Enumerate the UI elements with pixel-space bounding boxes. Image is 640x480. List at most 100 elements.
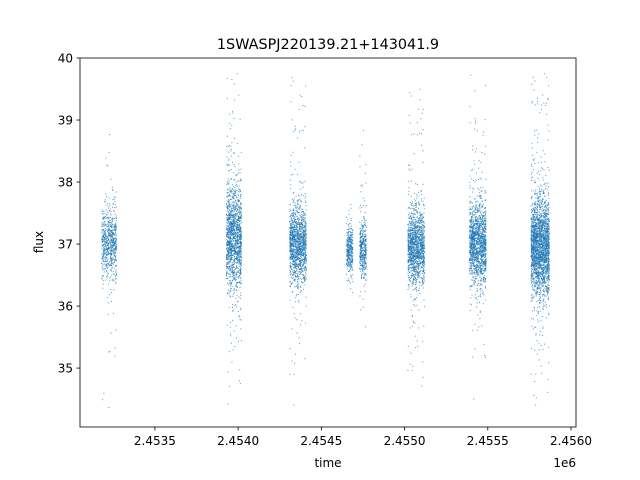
- data-point: [350, 232, 352, 234]
- data-point: [298, 268, 300, 270]
- data-point: [103, 224, 105, 226]
- data-point: [228, 247, 230, 249]
- data-point: [290, 161, 291, 163]
- data-point: [365, 250, 367, 252]
- data-point: [416, 275, 418, 277]
- data-point: [293, 256, 295, 258]
- data-point: [361, 235, 363, 237]
- data-point: [296, 211, 298, 213]
- data-point: [302, 219, 304, 221]
- data-point: [359, 242, 361, 244]
- data-point: [107, 248, 109, 250]
- data-point: [106, 217, 108, 219]
- data-point: [112, 253, 114, 255]
- data-point: [226, 209, 228, 211]
- data-point: [359, 244, 361, 246]
- data-point: [229, 218, 231, 220]
- data-point: [108, 265, 110, 267]
- data-point: [300, 222, 302, 224]
- data-point: [233, 240, 235, 242]
- data-point: [363, 264, 365, 266]
- data-point: [226, 224, 228, 226]
- data-point: [226, 236, 228, 238]
- data-point: [239, 205, 241, 207]
- data-point: [295, 231, 297, 233]
- data-point: [233, 222, 235, 224]
- data-point: [291, 268, 293, 270]
- data-point: [111, 261, 113, 263]
- data-point: [238, 276, 240, 278]
- data-point: [296, 222, 298, 224]
- data-point: [234, 261, 236, 263]
- data-point: [234, 217, 236, 219]
- data-point: [365, 256, 367, 258]
- data-point: [300, 262, 302, 264]
- data-point: [232, 249, 234, 251]
- data-point: [102, 218, 104, 220]
- data-point: [232, 272, 234, 274]
- data-point: [348, 254, 350, 256]
- data-point: [351, 242, 353, 244]
- data-point: [113, 239, 115, 241]
- data-point: [115, 281, 117, 283]
- data-point: [420, 234, 422, 236]
- data-point: [293, 247, 295, 249]
- data-point: [108, 225, 110, 226]
- data-point: [108, 227, 110, 229]
- data-point: [297, 137, 299, 139]
- data-point: [295, 231, 297, 233]
- data-point: [290, 101, 292, 103]
- data-point: [115, 269, 117, 271]
- data-point: [291, 220, 293, 222]
- data-point: [411, 245, 413, 247]
- data-point: [362, 265, 364, 267]
- data-point: [102, 244, 104, 246]
- data-point: [414, 277, 416, 279]
- data-point: [350, 257, 352, 259]
- data-point: [289, 237, 291, 239]
- data-point: [230, 285, 232, 287]
- data-point: [237, 271, 239, 273]
- data-point: [106, 276, 108, 278]
- data-point: [298, 301, 300, 303]
- data-point: [108, 253, 110, 255]
- data-point: [410, 226, 412, 228]
- data-point: [291, 250, 293, 252]
- data-point: [226, 235, 228, 237]
- data-point: [236, 210, 238, 212]
- data-point: [107, 267, 109, 269]
- data-point: [231, 246, 233, 248]
- data-point: [234, 305, 236, 307]
- data-point: [302, 263, 304, 265]
- data-point: [362, 256, 364, 258]
- data-point: [105, 243, 107, 245]
- data-point: [113, 234, 115, 236]
- data-point: [228, 280, 230, 282]
- data-point: [112, 203, 114, 205]
- data-point: [106, 248, 108, 250]
- data-point: [239, 242, 241, 244]
- data-point: [110, 214, 112, 216]
- data-point: [294, 280, 296, 282]
- data-point: [422, 161, 424, 163]
- data-point: [228, 245, 230, 247]
- data-point: [290, 165, 292, 167]
- data-point: [105, 236, 107, 238]
- data-point: [291, 240, 293, 242]
- data-point: [416, 216, 418, 218]
- data-point: [234, 237, 236, 239]
- data-point: [240, 279, 242, 281]
- data-point: [421, 285, 423, 287]
- data-point: [236, 196, 238, 198]
- data-point: [349, 250, 351, 252]
- data-point: [115, 191, 117, 193]
- data-point: [408, 244, 410, 246]
- data-point: [303, 248, 305, 250]
- data-point: [303, 229, 305, 231]
- data-point: [297, 246, 299, 248]
- data-point: [104, 233, 106, 235]
- data-point: [226, 207, 228, 209]
- data-point: [297, 231, 299, 233]
- data-point: [240, 232, 242, 234]
- data-point: [111, 259, 113, 261]
